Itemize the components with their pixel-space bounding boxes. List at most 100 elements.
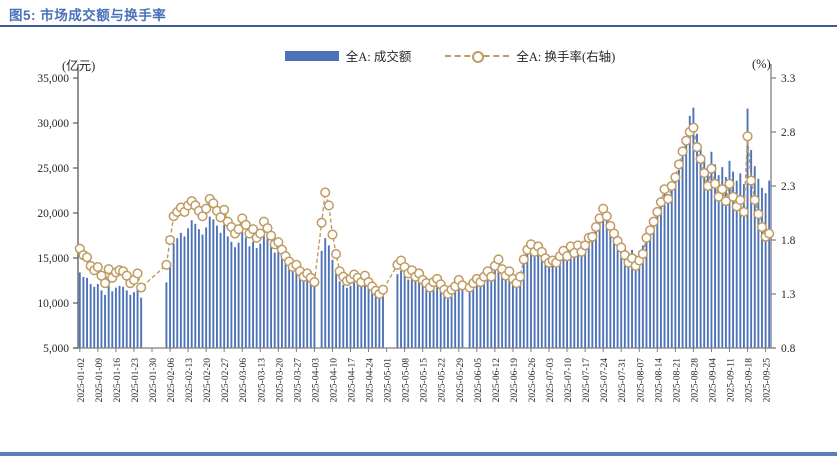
bar-turnover-value (187, 228, 190, 348)
bar-turnover-value (100, 290, 103, 348)
bar-turnover-value (515, 280, 518, 348)
bar-turnover-value (623, 249, 626, 348)
bar-turnover-value (262, 232, 265, 348)
bar-turnover-value (219, 232, 222, 348)
turnover-rate-marker (601, 211, 612, 222)
turnover-rate-marker (677, 146, 688, 157)
bar-turnover-value (569, 248, 572, 348)
bar-turnover-value (652, 218, 655, 348)
turnover-rate-marker (681, 135, 692, 146)
bar-turnover-value (728, 160, 731, 348)
bar-turnover-value (472, 283, 475, 348)
bar-turnover-value (309, 278, 312, 348)
bar-turnover-value (616, 238, 619, 348)
bar-turnover-value (349, 285, 352, 348)
turnover-rate-marker (266, 230, 277, 241)
left-axis-tick-label: 10,000 (37, 298, 69, 310)
turnover-rate-marker (518, 254, 529, 265)
x-axis-tick-label: 2025-01-09 (95, 358, 105, 403)
bar-turnover-value (544, 258, 547, 348)
bar-turnover-value (587, 239, 590, 348)
bar-turnover-value (558, 256, 561, 348)
turnover-rate-marker (486, 271, 497, 282)
turnover-rate-marker (100, 278, 111, 289)
bar-turnover-value (353, 282, 356, 348)
bar-turnover-value (234, 247, 236, 348)
turnover-rate-marker (724, 178, 735, 189)
bar-turnover-value (436, 281, 439, 348)
bar-turnover-value (757, 178, 760, 348)
x-axis-tick-label: 2025-05-29 (456, 358, 466, 403)
bar-turnover-value (576, 246, 579, 348)
bar-turnover-value (735, 180, 738, 348)
bar-turnover-value (638, 250, 641, 348)
turnover-rate-marker (749, 194, 760, 206)
bar-turnover-value (605, 220, 608, 348)
x-axis-tick-label: 2025-06-05 (474, 358, 484, 403)
bar-turnover-value (428, 288, 431, 348)
x-axis-tick-label: 2025-05-01 (384, 358, 394, 403)
bar-turnover-value (659, 202, 662, 348)
bar-turnover-value (259, 243, 262, 348)
x-axis-tick-label: 2025-01-02 (77, 358, 87, 403)
bar-turnover-value (667, 198, 670, 348)
right-axis-tick-label: 0.8 (781, 343, 796, 355)
bar-turnover-value (508, 271, 511, 348)
bar-turnover-value (555, 261, 558, 348)
bar-turnover-value (140, 297, 143, 348)
bar-turnover-value (367, 285, 370, 348)
bar-turnover-value (432, 284, 435, 348)
bar-turnover-value (685, 137, 688, 348)
bar-turnover-value (443, 289, 446, 348)
turnover-rate-marker (493, 254, 504, 265)
bar-turnover-value (327, 245, 330, 348)
bar-turnover-value (750, 150, 753, 348)
bar-turnover-value (566, 255, 569, 348)
bar-turnover-value (457, 280, 460, 348)
bar-turnover-value (519, 275, 522, 348)
bar-turnover-value (172, 243, 175, 348)
bar-turnover-value (504, 275, 507, 348)
turnover-rate-marker (673, 159, 685, 170)
x-axis-tick-label: 2025-03-20 (275, 358, 285, 403)
bar-turnover-value (396, 274, 399, 348)
turnover-rate-marker (720, 196, 731, 207)
x-axis-tick-label: 2025-06-12 (492, 358, 502, 403)
turnover-rate-marker (691, 142, 703, 153)
bar-turnover-value (364, 281, 366, 348)
bar-turnover-value (302, 277, 305, 348)
bar-turnover-value (454, 285, 457, 348)
x-axis-tick-label: 2025-05-22 (438, 358, 448, 403)
turnover-rate-marker (219, 204, 230, 215)
bar-turnover-value (649, 225, 652, 348)
bar-turnover-value (169, 265, 171, 348)
bar-turnover-value (706, 168, 709, 348)
turnover-rate-marker (645, 225, 656, 236)
bar-turnover-value (111, 291, 114, 348)
bar-turnover-value (598, 222, 601, 348)
legend-item-turnover-value: 全A: 成交额 (284, 46, 411, 65)
left-axis-tick-label: 20,000 (37, 208, 69, 220)
bar-turnover-value (439, 285, 442, 348)
bar-turnover-value (313, 281, 316, 348)
bar-turnover-value (461, 285, 464, 348)
bar-turnover-value (764, 193, 767, 348)
bar-turnover-value (244, 237, 247, 348)
x-axis-tick-label: 2025-03-27 (293, 358, 303, 403)
bar-turnover-value (714, 164, 716, 348)
bar-turnover-value (580, 250, 583, 348)
bar-turnover-value (86, 277, 88, 348)
bar-turnover-value (241, 231, 244, 348)
x-axis-tick-label: 2025-02-13 (185, 358, 195, 403)
x-axis-tick-label: 2025-08-21 (672, 358, 682, 403)
bar-turnover-value (721, 167, 724, 348)
bar-turnover-value (540, 254, 543, 348)
right-axis-tick-label: 3.3 (781, 73, 796, 85)
turnover-rate-marker (699, 167, 710, 179)
x-axis-tick-label: 2025-07-24 (600, 358, 610, 403)
footer-divider (0, 452, 837, 456)
left-axis-tick-label: 35,000 (37, 73, 69, 85)
x-axis-tick-label: 2025-01-16 (113, 358, 123, 403)
bar-turnover-value (89, 284, 92, 348)
turnover-rate-marker (327, 229, 338, 240)
